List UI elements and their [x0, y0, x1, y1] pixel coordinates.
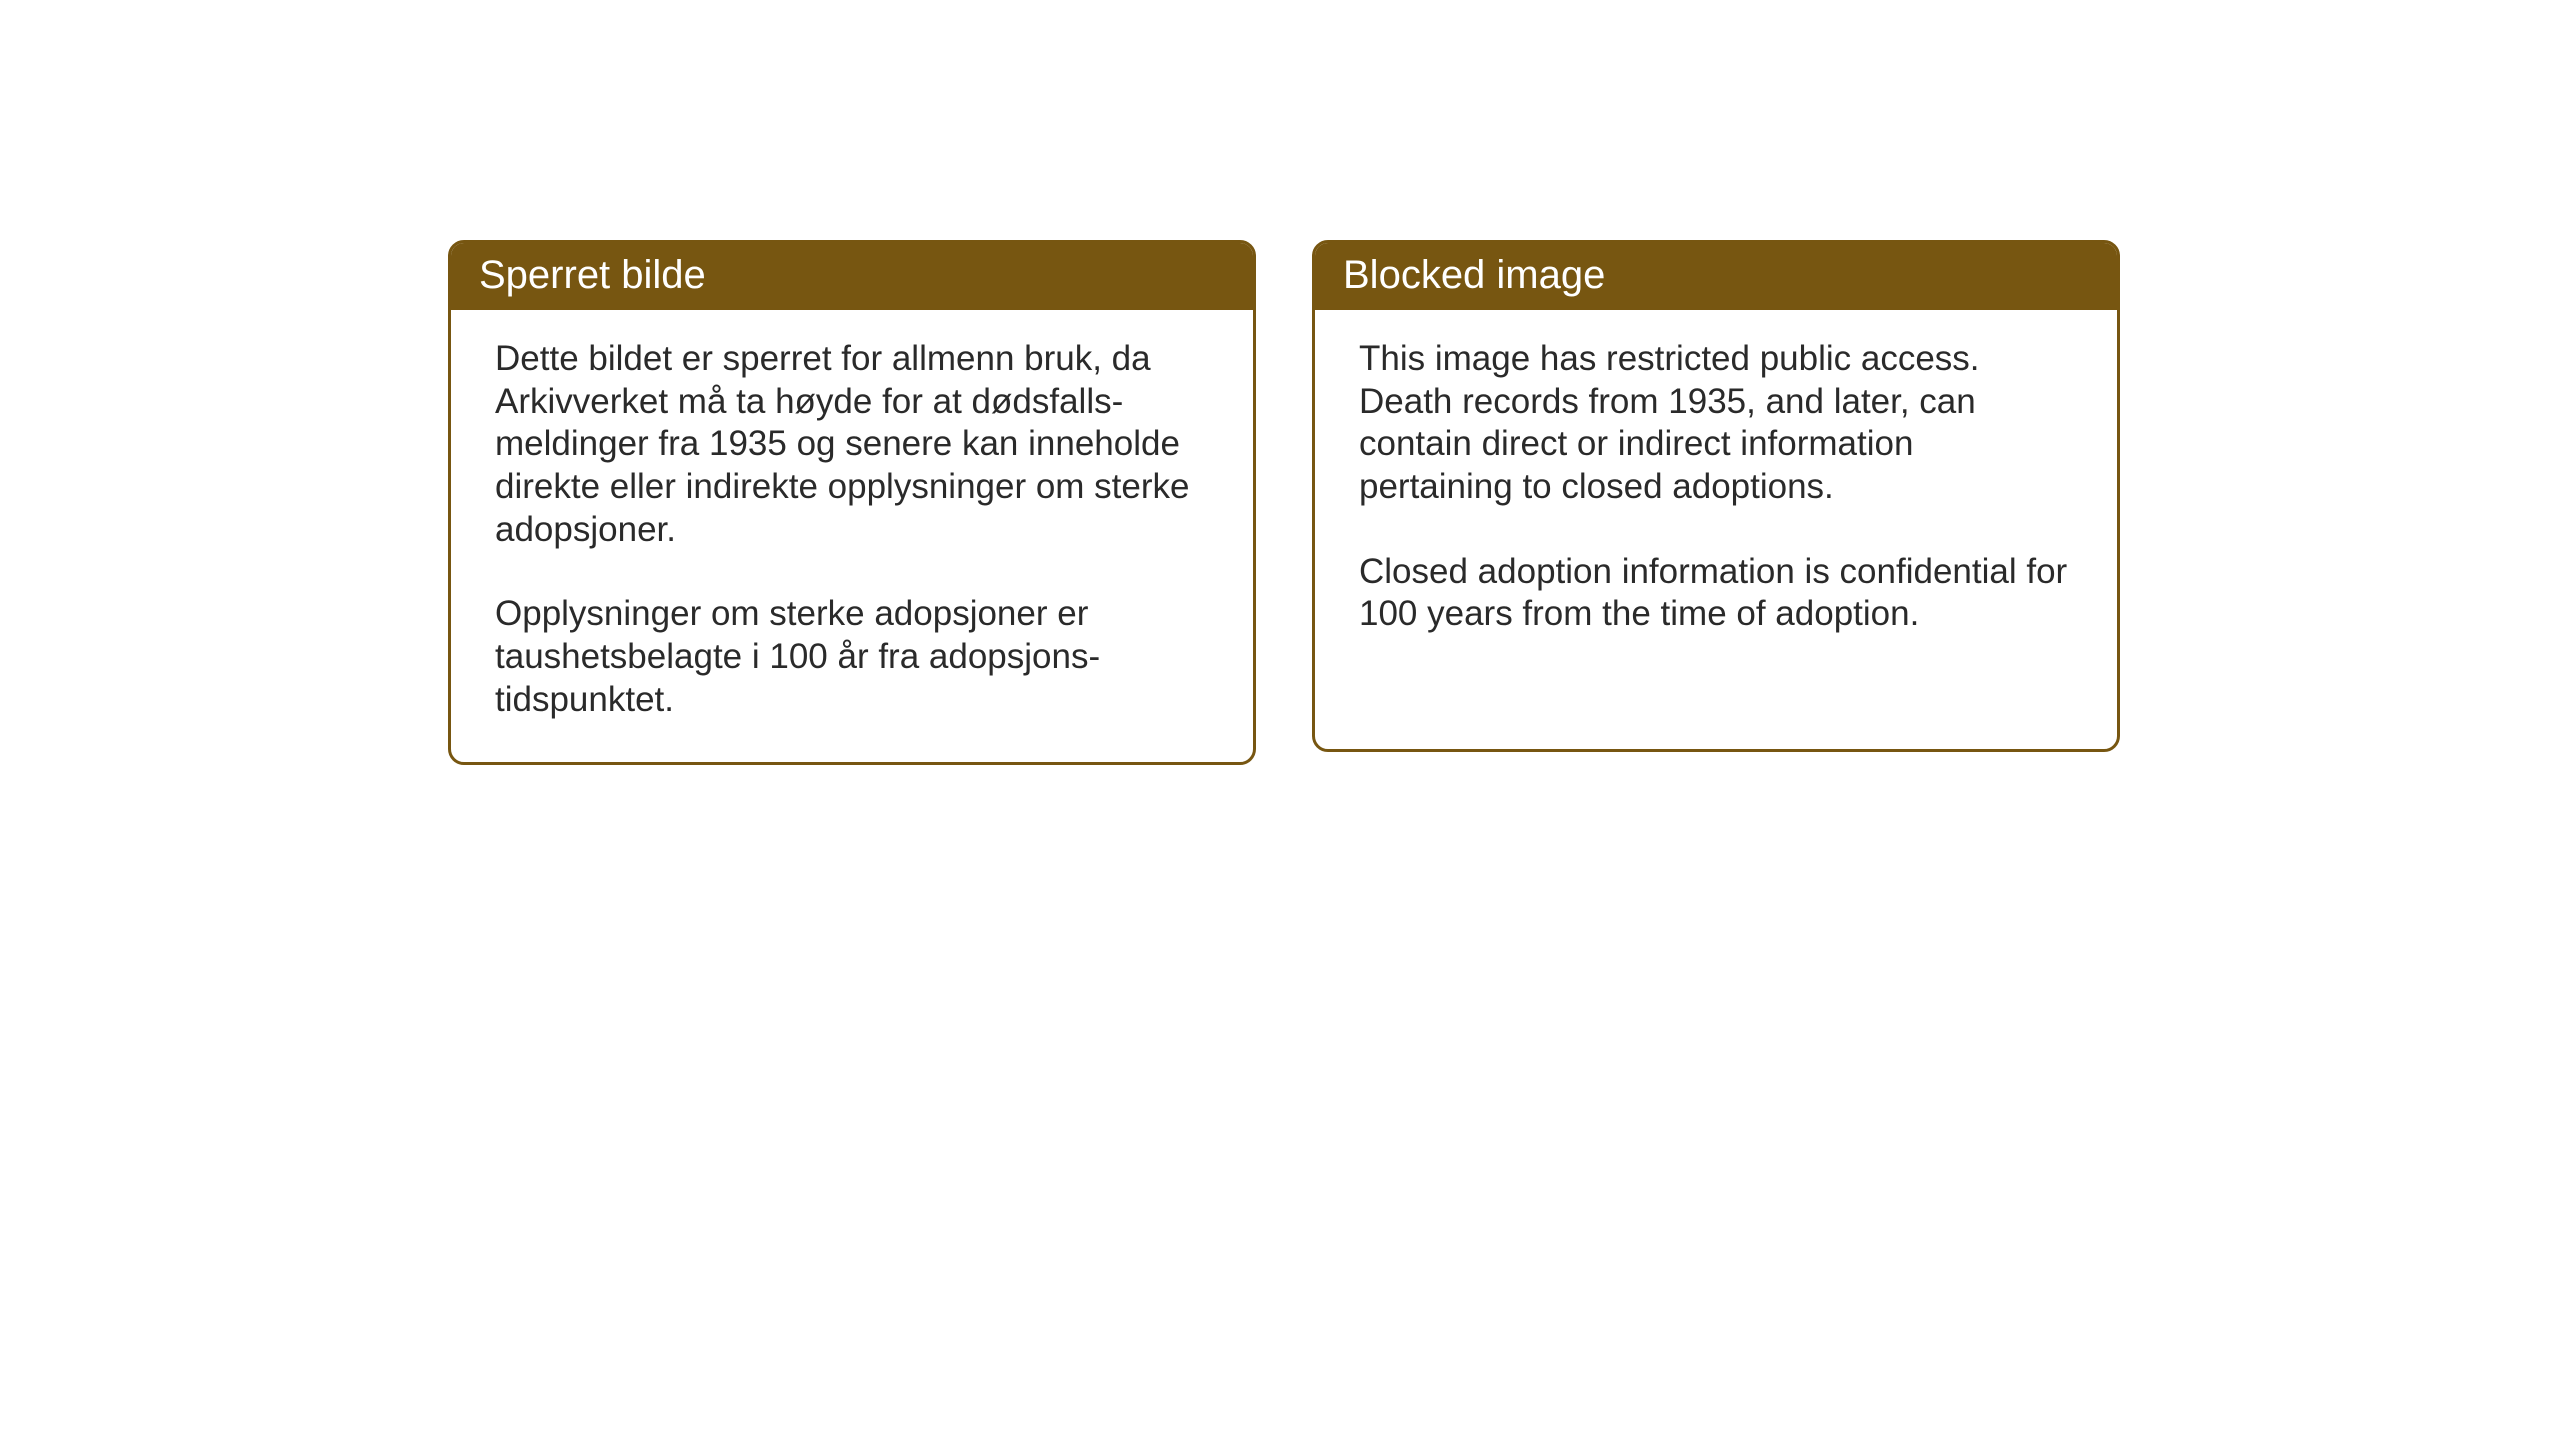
card-title: Blocked image [1343, 253, 1605, 297]
card-body: Dette bildet er sperret for allmenn bruk… [451, 310, 1253, 762]
card-header: Sperret bilde [451, 243, 1253, 310]
notice-paragraph: Opplysninger om sterke adopsjoner er tau… [495, 593, 1209, 721]
notice-card-norwegian: Sperret bilde Dette bildet er sperret fo… [448, 240, 1256, 765]
card-header: Blocked image [1315, 243, 2117, 310]
notice-paragraph: Closed adoption information is confident… [1359, 551, 2073, 636]
notice-paragraph: Dette bildet er sperret for allmenn bruk… [495, 338, 1209, 551]
notice-card-english: Blocked image This image has restricted … [1312, 240, 2120, 752]
card-title: Sperret bilde [479, 253, 706, 297]
notice-paragraph: This image has restricted public access.… [1359, 338, 2073, 509]
notice-container: Sperret bilde Dette bildet er sperret fo… [448, 240, 2560, 765]
card-body: This image has restricted public access.… [1315, 310, 2117, 676]
